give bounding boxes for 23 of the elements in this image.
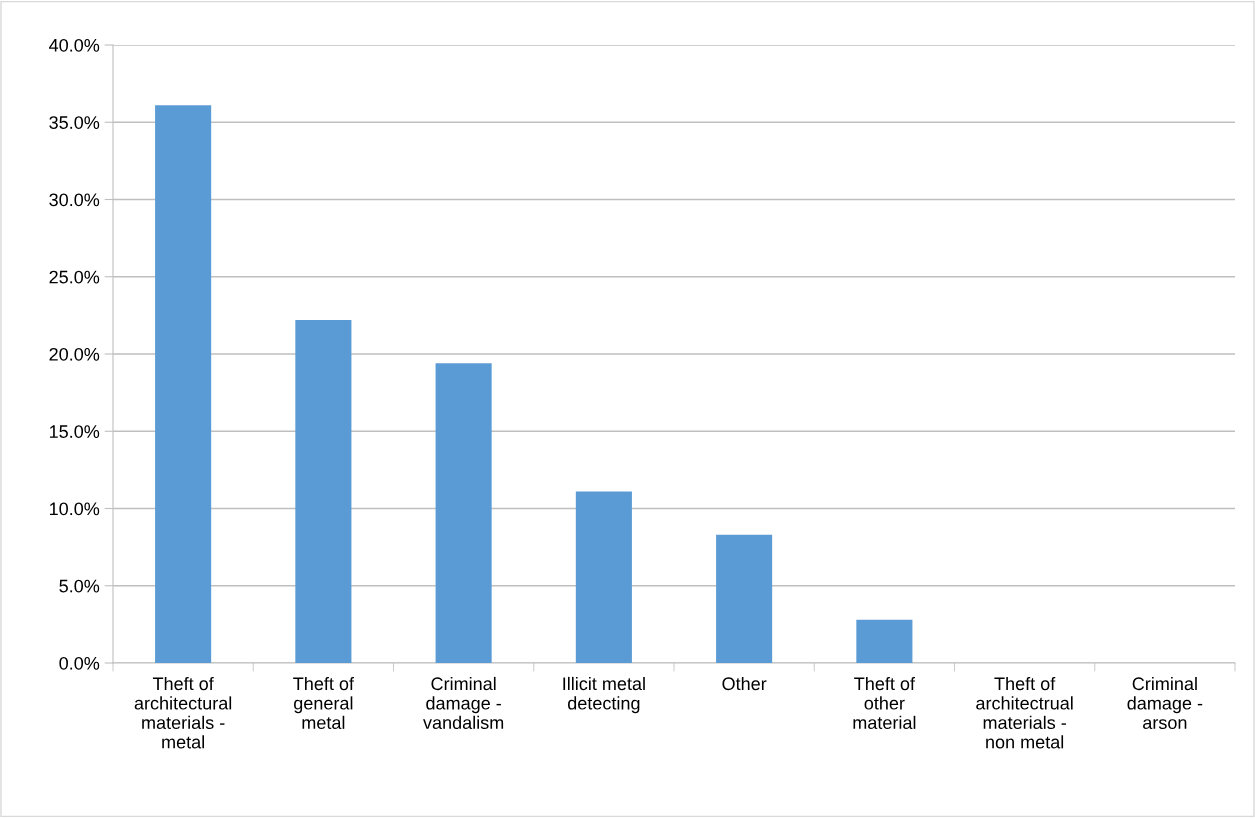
x-tick-label: Theft of architectrual materials - non metal <box>976 676 1073 749</box>
y-tick-label: 5.0% <box>59 579 100 593</box>
y-tick-label: 15.0% <box>49 425 100 438</box>
y-tick-label: 20.0% <box>49 347 100 361</box>
x-tick-label: Theft of general metal <box>293 676 355 730</box>
bar <box>435 363 492 663</box>
x-tick-label: Theft of architectural materials - metal <box>134 676 232 749</box>
x-tick-label: Illicit metal detecting <box>563 676 645 714</box>
bar <box>155 105 212 663</box>
bar <box>575 491 632 663</box>
x-tick-label: Theft of other material <box>853 676 916 730</box>
y-tick-label: 30.0% <box>49 193 100 207</box>
x-tick-label: Other <box>722 676 767 691</box>
x-tick-label: Criminal damage - vandalism <box>423 676 504 730</box>
y-tick-label: 10.0% <box>49 502 100 516</box>
bar <box>856 619 913 663</box>
y-tick-label: 35.0% <box>49 116 100 129</box>
y-tick-label: 40.0% <box>49 38 100 52</box>
bar <box>295 320 352 663</box>
y-tick-label: 25.0% <box>49 270 100 284</box>
bar <box>716 534 773 663</box>
x-tick-label: Criminal damage - arson <box>1127 676 1203 730</box>
y-tick-label: 0.0% <box>59 656 100 670</box>
